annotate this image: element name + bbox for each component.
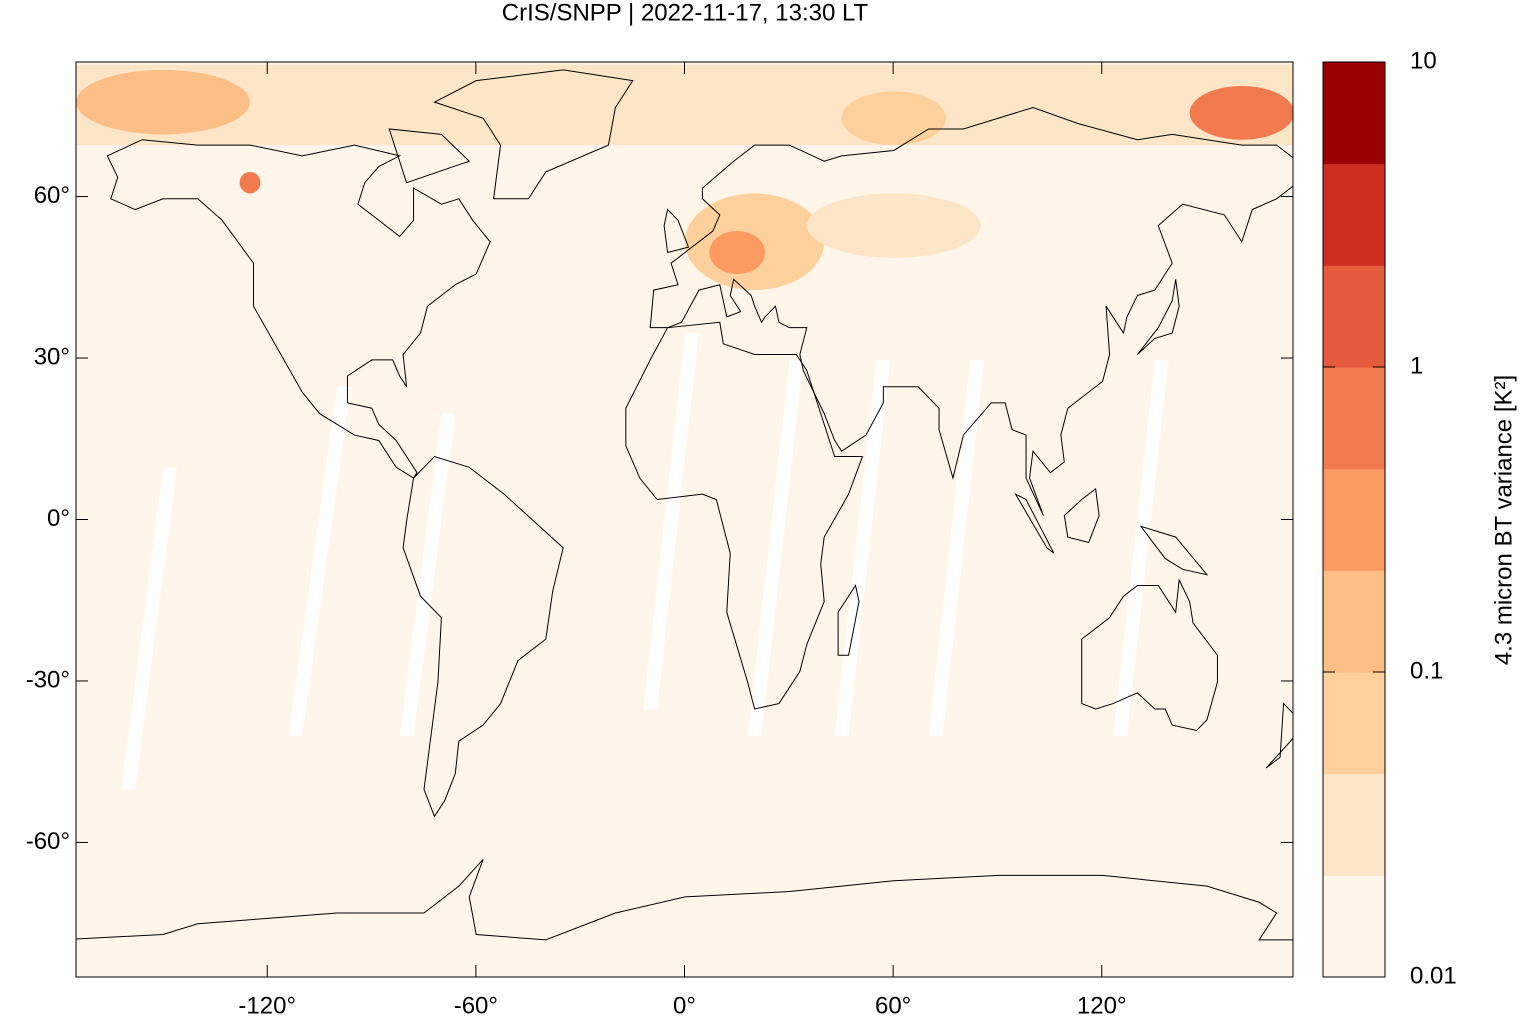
x-tick-label: 0° bbox=[673, 992, 696, 1019]
y-tick-label: -30° bbox=[26, 666, 70, 693]
chart-title: CrIS/SNPP | 2022-11-17, 13:30 LT bbox=[502, 0, 869, 26]
y-tick-label: 60° bbox=[34, 182, 70, 209]
colorbar-tick-label: 0.1 bbox=[1410, 657, 1443, 684]
colorbar-label: 4.3 micron BT variance [K²] bbox=[1490, 375, 1517, 665]
y-tick-label: 0° bbox=[47, 505, 70, 532]
map-background bbox=[76, 62, 1293, 977]
colorbar-bin bbox=[1323, 875, 1385, 978]
y-tick-label: 30° bbox=[34, 343, 70, 370]
x-tick-label: -60° bbox=[454, 992, 498, 1019]
colorbar-tick-label: 0.01 bbox=[1410, 962, 1457, 989]
y-tick-label: -60° bbox=[26, 828, 70, 855]
map bbox=[59, 62, 1312, 977]
colorbar-bin bbox=[1323, 265, 1385, 368]
colorbar-bin bbox=[1323, 62, 1385, 165]
x-tick-label: 120° bbox=[1077, 992, 1127, 1019]
coastlines bbox=[59, 70, 1312, 940]
field bbox=[76, 64, 1293, 790]
colorbar-bin bbox=[1323, 672, 1385, 775]
colorbar-bin bbox=[1323, 773, 1385, 876]
colorbar-tick-label: 10 bbox=[1410, 47, 1437, 74]
x-tick-label: -120° bbox=[238, 992, 296, 1019]
x-tick-label: 60° bbox=[875, 992, 911, 1019]
colorbar bbox=[1323, 62, 1385, 978]
colorbar-bin bbox=[1323, 570, 1385, 673]
colorbar-bin bbox=[1323, 163, 1385, 266]
colorbar-bin bbox=[1323, 468, 1385, 571]
colorbar-bin bbox=[1323, 367, 1385, 470]
colorbar-frame bbox=[1322, 61, 1386, 978]
colorbar-tick-label: 1 bbox=[1410, 352, 1423, 379]
